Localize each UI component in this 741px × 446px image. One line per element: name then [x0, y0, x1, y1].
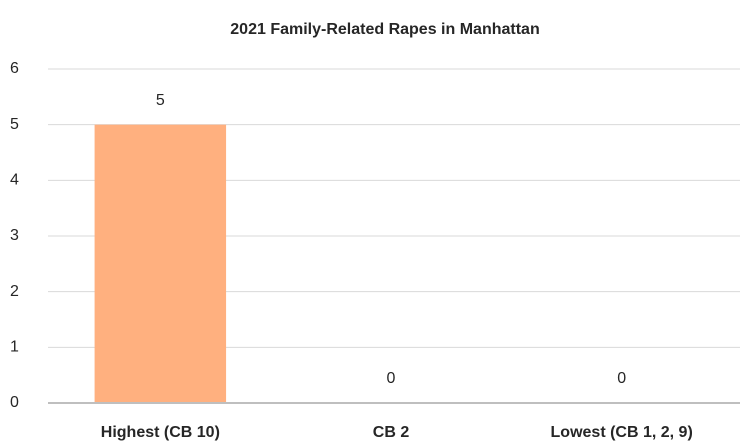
- y-tick-label: 1: [10, 339, 19, 356]
- x-tick-label: CB 2: [373, 424, 410, 441]
- y-tick-label: 6: [10, 60, 19, 77]
- x-tick-label: Highest (CB 10): [101, 424, 220, 441]
- x-tick-label: Lowest (CB 1, 2, 9): [551, 424, 693, 441]
- y-tick-label: 3: [10, 227, 19, 244]
- y-tick-label: 5: [10, 116, 19, 133]
- bar: [94, 124, 227, 404]
- y-tick-label: 4: [10, 172, 19, 189]
- data-label: 0: [617, 370, 626, 387]
- y-tick-label: 2: [10, 283, 19, 300]
- data-label: 0: [387, 370, 396, 387]
- chart-title: 2021 Family-Related Rapes in Manhattan: [230, 21, 539, 38]
- y-tick-label: 0: [10, 394, 19, 411]
- data-label: 5: [156, 92, 165, 109]
